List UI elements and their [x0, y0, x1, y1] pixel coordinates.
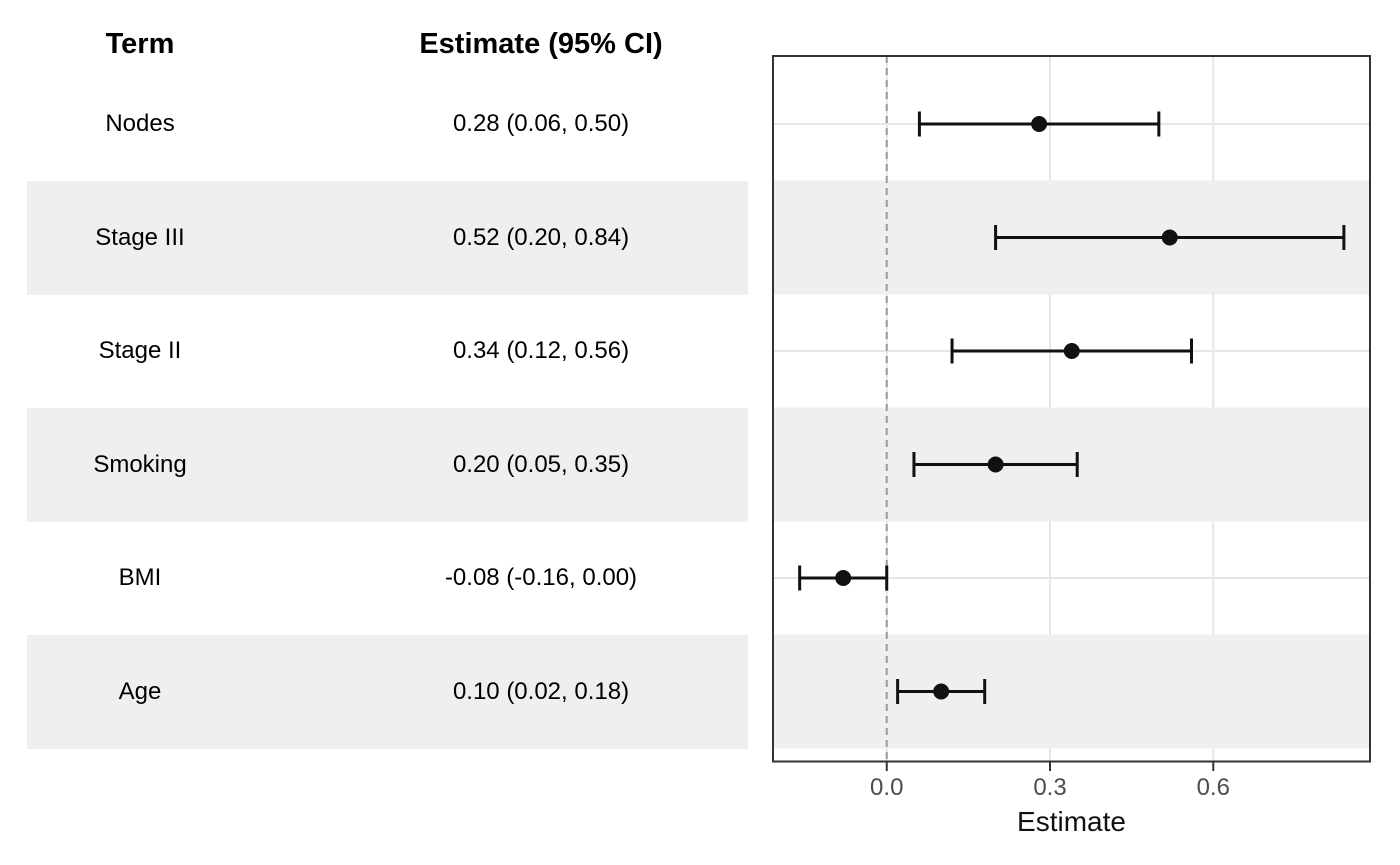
estimate-point — [1031, 116, 1048, 132]
term-table: Term Estimate (95% CI) Nodes 0.28 (0.06,… — [27, 27, 755, 749]
term-label: Stage II — [98, 337, 182, 364]
x-tick-label: 0.6 — [1197, 774, 1230, 801]
term-column-header: Term — [105, 27, 175, 60]
table-row: Age 0.10 (0.02, 0.18) — [27, 635, 755, 749]
estimate-point — [1161, 229, 1178, 246]
estimate-ci-column-header: Estimate (95% CI) — [419, 27, 663, 60]
term-label: Age — [118, 677, 162, 705]
table-row-stripe — [27, 407, 748, 522]
panel-border — [772, 55, 1371, 763]
table-row-stripe — [27, 634, 748, 749]
estimate-ci-value: 0.28 (0.06, 0.50) — [452, 110, 630, 137]
x-tick-label: 0.0 — [870, 774, 903, 801]
table-row: Nodes 0.28 (0.06, 0.50) — [27, 67, 755, 181]
x-axis-title: Estimate — [1017, 806, 1126, 837]
panel-row-stripe — [773, 634, 1370, 749]
estimate-ci-value: 0.20 (0.05, 0.35) — [452, 450, 630, 478]
table-row-stripe — [27, 180, 748, 295]
estimate-ci-value: -0.08 (-0.16, 0.00) — [444, 564, 638, 591]
estimate-point — [987, 456, 1004, 473]
estimate-ci-value: 0.52 (0.20, 0.84) — [452, 223, 630, 251]
estimate-point — [835, 570, 852, 586]
estimate-point — [933, 683, 950, 700]
estimate-ci-value: 0.34 (0.12, 0.56) — [452, 337, 630, 364]
term-label: BMI — [118, 564, 162, 591]
x-tick-label: 0.3 — [1033, 774, 1066, 801]
table-row: Smoking 0.20 (0.05, 0.35) — [27, 408, 755, 522]
table-row: Stage III 0.52 (0.20, 0.84) — [27, 181, 755, 295]
estimate-point — [1063, 343, 1080, 359]
term-label: Stage III — [95, 223, 185, 251]
table-row: Stage II 0.34 (0.12, 0.56) — [27, 294, 755, 408]
table-row: BMI -0.08 (-0.16, 0.00) — [27, 521, 755, 635]
term-label: Nodes — [105, 110, 175, 137]
term-label: Smoking — [93, 450, 187, 478]
estimate-ci-value: 0.10 (0.02, 0.18) — [452, 677, 630, 705]
